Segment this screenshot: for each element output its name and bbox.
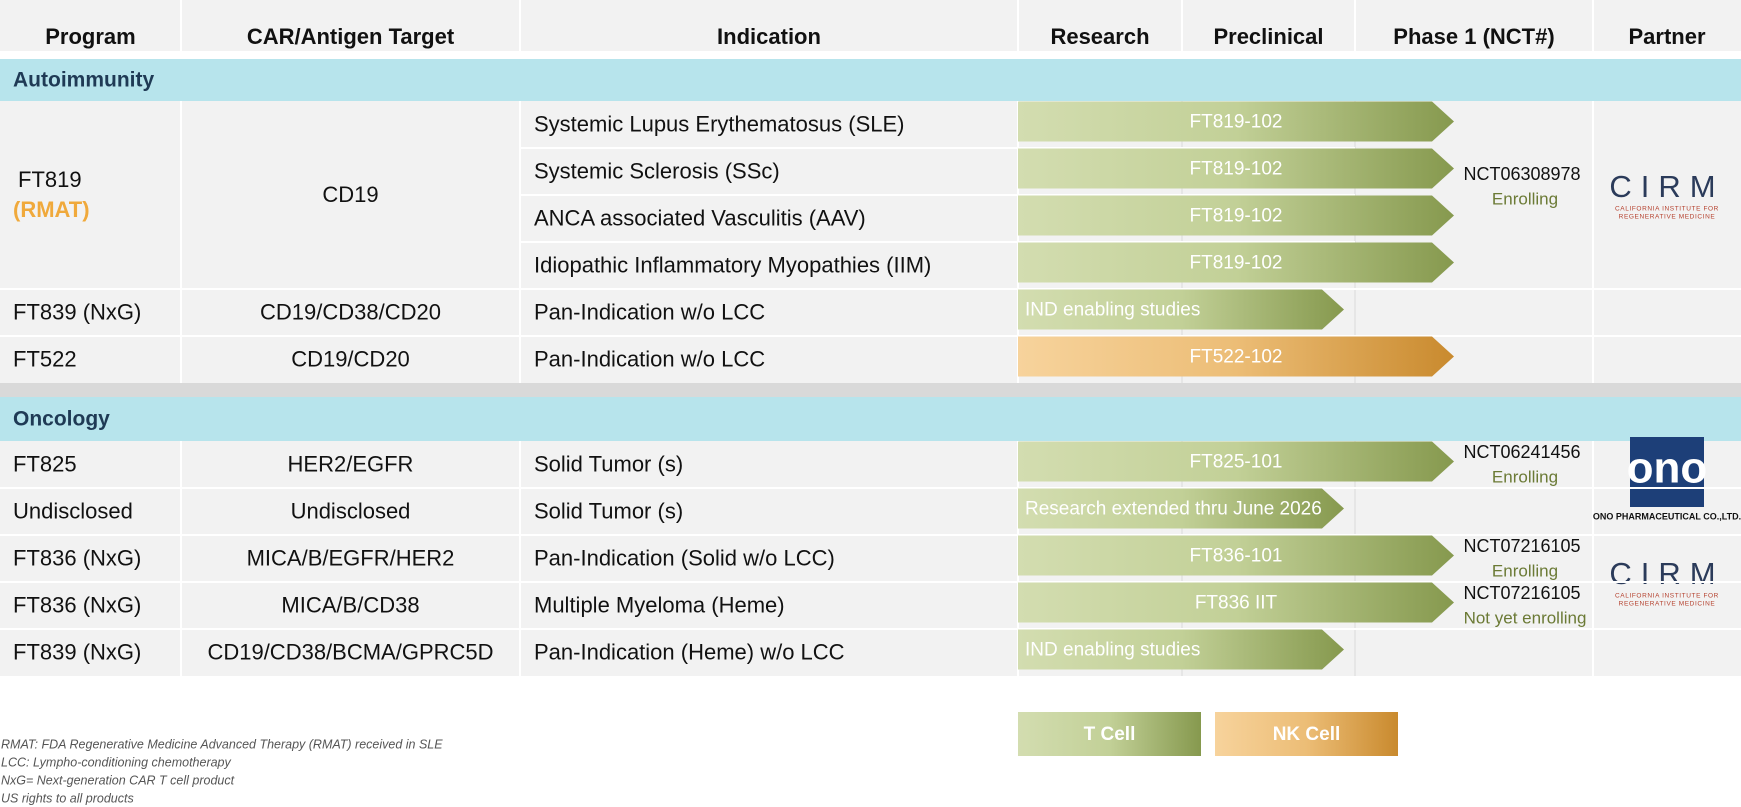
indication: Systemic Lupus Erythematosus (SLE): [534, 111, 904, 136]
header-label: Partner: [1628, 24, 1705, 49]
stage-bar: [1018, 148, 1454, 189]
stage-bar: [1018, 582, 1454, 623]
target: CD19/CD20: [291, 346, 410, 371]
header-label: Phase 1 (NCT#): [1393, 24, 1554, 49]
nct-number: NCT06308978: [1463, 164, 1580, 184]
header-label: CAR/Antigen Target: [247, 24, 455, 49]
indication: ANCA associated Vasculitis (AAV): [534, 205, 866, 230]
nct-number: NCT07216105: [1463, 536, 1580, 556]
stage-bar-label: FT836-101: [1190, 546, 1283, 567]
footnote: LCC: Lympho-conditioning chemotherapy: [1, 755, 232, 769]
target: MICA/B/EGFR/HER2: [247, 545, 455, 570]
stage-bar-label: FT836 IIT: [1195, 593, 1278, 614]
program-designation: (RMAT): [13, 197, 90, 222]
stage-bar-label: FT819-102: [1190, 253, 1283, 274]
legend-label: T Cell: [1084, 724, 1136, 745]
stage-bar: [1018, 441, 1454, 482]
stage-bar: [1018, 336, 1454, 377]
target: CD19: [322, 182, 378, 207]
section-bar: [0, 397, 1741, 441]
program-name: FT819: [18, 167, 82, 192]
partner-logo-name: CIRM: [1609, 169, 1724, 204]
section-separator: [0, 383, 1741, 397]
stage-bar: [1018, 195, 1454, 236]
stage-bar: [1018, 629, 1344, 670]
target: CD19/CD38/BCMA/GPRC5D: [207, 639, 493, 664]
footnote: US rights to all products: [1, 791, 134, 805]
partner-logo-subtitle: ONO PHARMACEUTICAL CO.,LTD.: [1593, 511, 1741, 521]
indication: Multiple Myeloma (Heme): [534, 592, 785, 617]
enrollment-status: Not yet enrolling: [1464, 608, 1587, 627]
target: Undisclosed: [291, 498, 411, 523]
indication: Solid Tumor (s): [534, 498, 683, 523]
stage-bar-label: FT522-102: [1190, 347, 1283, 368]
nct-number: NCT06241456: [1463, 442, 1580, 462]
stage-bar-label: FT819-102: [1190, 159, 1283, 180]
partner-logo-subtitle: CALIFORNIA INSTITUTE FOR: [1615, 206, 1719, 213]
indication: Pan-Indication (Solid w/o LCC): [534, 545, 835, 570]
target: HER2/EGFR: [288, 451, 414, 476]
target: MICA/B/CD38: [281, 592, 419, 617]
nct-number: NCT07216105: [1463, 583, 1580, 603]
target: CD19/CD38/CD20: [260, 299, 441, 324]
stage-bar-label: Research extended thru June 2026: [1025, 499, 1322, 520]
indication: Solid Tumor (s): [534, 451, 683, 476]
indication: Idiopathic Inflammatory Myopathies (IIM): [534, 252, 931, 277]
partner-logo-subtitle: REGENERATIVE MEDICINE: [1619, 214, 1716, 221]
section-title: Autoimmunity: [13, 69, 154, 92]
header-label: Indication: [717, 24, 821, 49]
indication: Pan-Indication w/o LCC: [534, 346, 765, 371]
program-name: FT836 (NxG): [13, 545, 141, 570]
rows-bg: [0, 441, 1741, 676]
program-name: FT839 (NxG): [13, 299, 141, 324]
partner-logo-subtitle: REGENERATIVE MEDICINE: [1619, 601, 1716, 608]
indication: Pan-Indication (Heme) w/o LCC: [534, 639, 845, 664]
partner-logo-subtitle: CALIFORNIA INSTITUTE FOR: [1615, 593, 1719, 600]
stage-bar-label: FT819-102: [1190, 112, 1283, 133]
partner-logo-name: ono: [1627, 444, 1708, 493]
program-name: FT836 (NxG): [13, 592, 141, 617]
stage-bar: [1018, 535, 1454, 576]
enrollment-status: Enrolling: [1492, 561, 1558, 580]
indication: Systemic Sclerosis (SSc): [534, 158, 780, 183]
legend-swatch: [1215, 712, 1398, 756]
program-name: FT825: [13, 451, 77, 476]
legend-label: NK Cell: [1273, 724, 1341, 745]
stage-bar-label: FT819-102: [1190, 206, 1283, 227]
partner-logo-name: CIRM: [1609, 556, 1724, 591]
indication: Pan-Indication w/o LCC: [534, 299, 765, 324]
program-name: FT839 (NxG): [13, 639, 141, 664]
section-bar: [0, 59, 1741, 101]
header-label: Program: [45, 24, 135, 49]
footnote: RMAT: FDA Regenerative Medicine Advanced…: [1, 737, 443, 751]
program-name: Undisclosed: [13, 498, 133, 523]
legend-swatch: [1018, 712, 1201, 756]
stage-bar: [1018, 242, 1454, 283]
header-bg: [0, 0, 1741, 51]
program-name: FT522: [13, 346, 77, 371]
enrollment-status: Enrolling: [1492, 467, 1558, 486]
partner-logo-badge: [1630, 437, 1704, 507]
stage-bar-label: IND enabling studies: [1025, 300, 1200, 321]
stage-bar-label: IND enabling studies: [1025, 640, 1200, 661]
header-label: Research: [1050, 24, 1149, 49]
stage-bar: [1018, 488, 1344, 529]
stage-bar: [1018, 289, 1344, 330]
stage-bar-label: FT825-101: [1190, 452, 1283, 473]
footnote: NxG= Next-generation CAR T cell product: [1, 773, 235, 787]
stage-bar: [1018, 101, 1454, 142]
header-label: Preclinical: [1213, 24, 1323, 49]
section-title: Oncology: [13, 408, 110, 431]
enrollment-status: Enrolling: [1492, 189, 1558, 208]
